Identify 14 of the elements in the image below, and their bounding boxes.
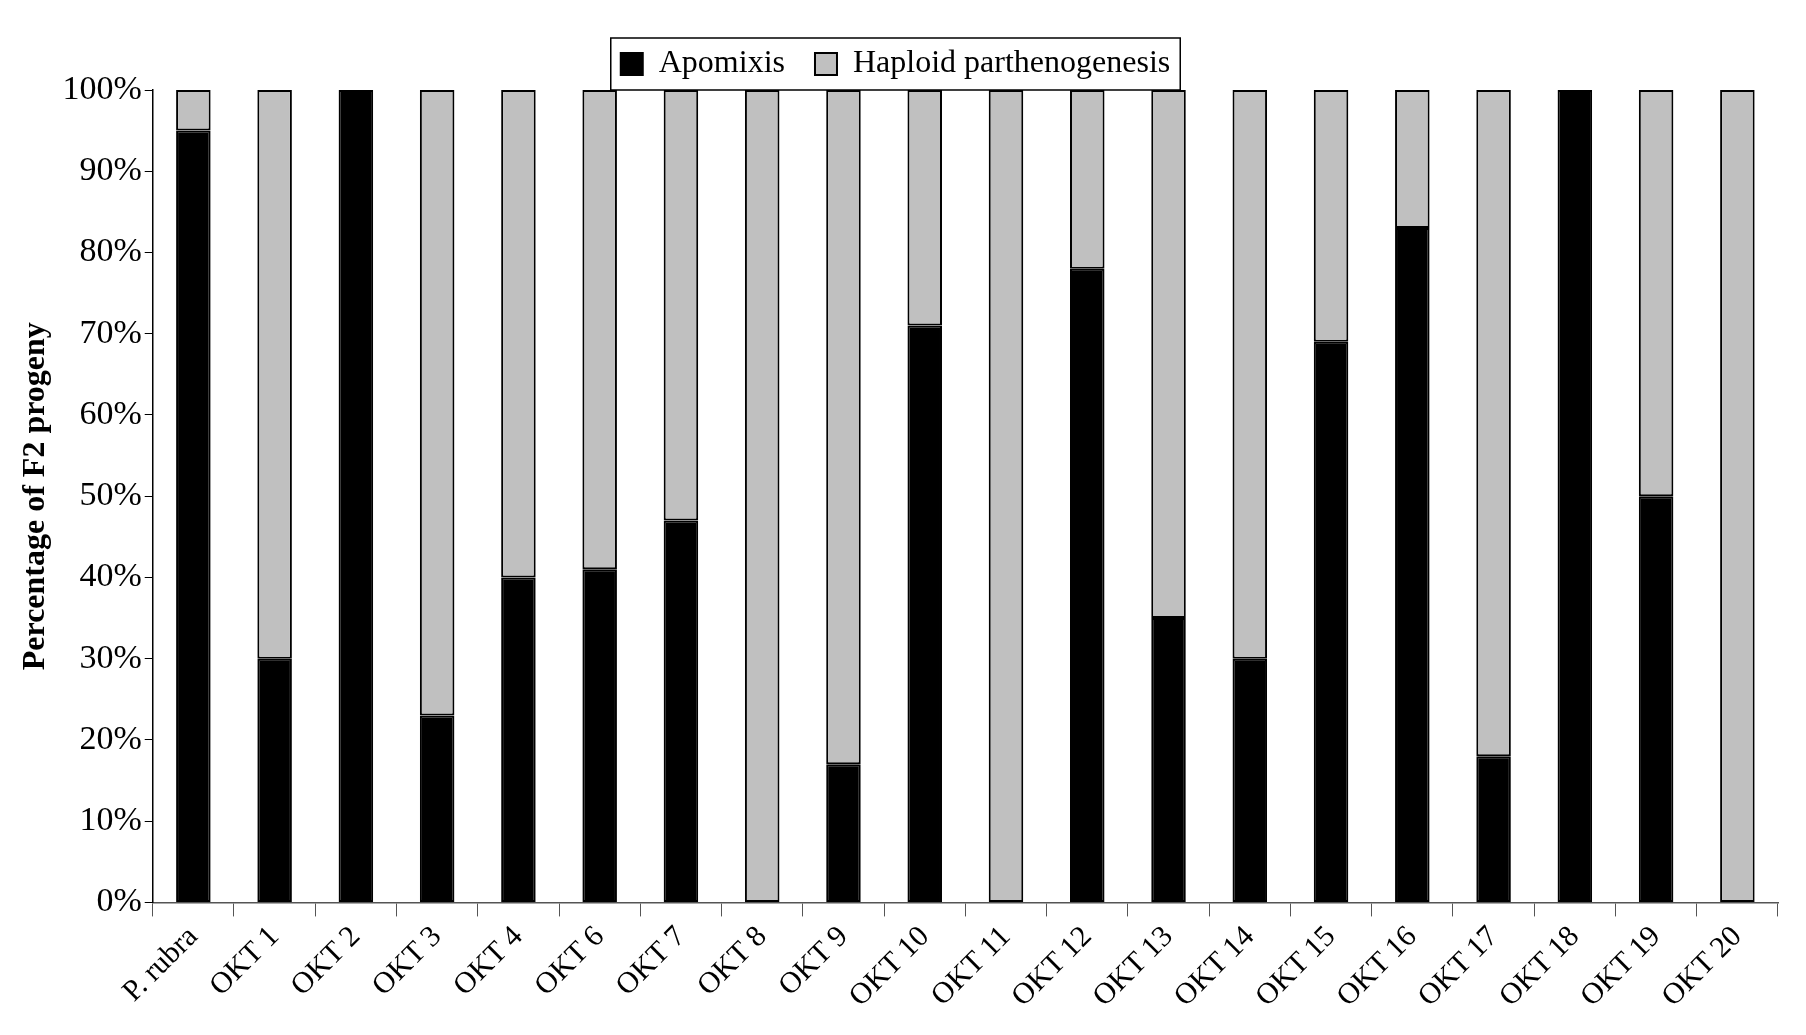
- y-tick-label: 40%: [79, 556, 142, 594]
- y-tick-label: 70%: [79, 312, 142, 350]
- legend-label: Haploid parthenogenesis: [852, 43, 1171, 80]
- legend-label: Apomixis: [658, 43, 785, 80]
- y-tick-label: 80%: [79, 231, 142, 269]
- y-tick-label: 0%: [96, 881, 142, 919]
- y-tick-label: 100%: [62, 68, 142, 106]
- y-tick-label: 30%: [79, 637, 142, 675]
- y-tick-label: 90%: [79, 150, 142, 188]
- y-tick-label: 10%: [79, 800, 142, 838]
- y-axis-title: Percentage of F2 progeny: [15, 322, 52, 671]
- y-tick-label: 50%: [79, 475, 142, 513]
- y-tick-label: 60%: [79, 393, 142, 431]
- y-tick-label: 20%: [79, 718, 142, 756]
